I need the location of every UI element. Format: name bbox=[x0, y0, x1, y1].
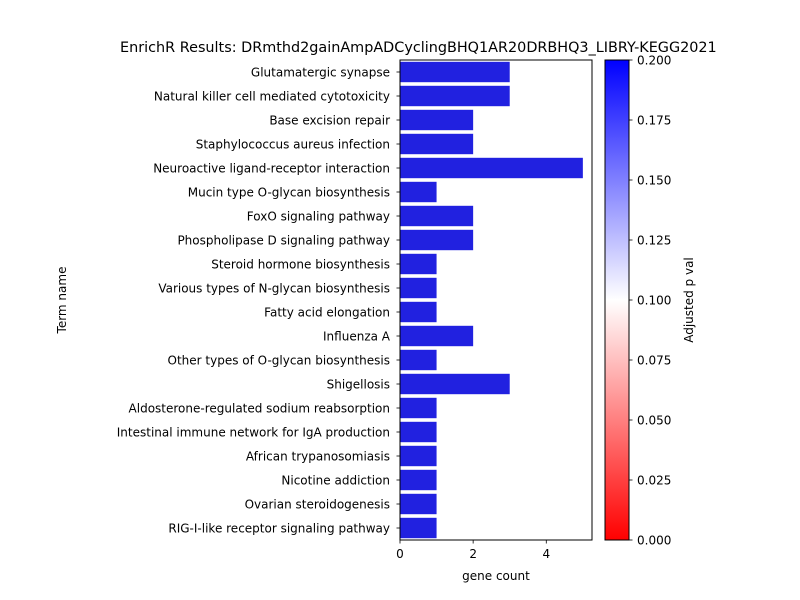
chart-title: EnrichR Results: DRmthd2gainAmpADCycling… bbox=[120, 40, 717, 56]
bar bbox=[400, 373, 510, 395]
colorbar: 0.000 0.025 0.050 0.075 0.100 0.125 0.150 0.175… bbox=[604, 54, 696, 548]
y-tick-label: Steroid hormone biosynthesis bbox=[211, 258, 390, 272]
y-tick-labels: Glutamatergic synapse Natural killer cell… bbox=[117, 66, 400, 536]
bar bbox=[400, 205, 474, 227]
x-tick-label: 2 bbox=[469, 547, 477, 561]
y-tick-label: FoxO signaling pathway bbox=[247, 210, 390, 224]
colorbar-tick-label: 0.075 bbox=[637, 354, 671, 368]
y-tick-label: Ovarian steroidogenesis bbox=[245, 498, 390, 512]
x-tick-label: 4 bbox=[542, 547, 550, 561]
y-tick-label: RIG-I-like receptor signaling pathway bbox=[168, 522, 390, 536]
colorbar-tick-label: 0.025 bbox=[637, 474, 671, 488]
colorbar-tick-label: 0.150 bbox=[637, 174, 671, 188]
y-tick-label: Other types of O-glycan biosynthesis bbox=[168, 354, 390, 368]
bar bbox=[400, 421, 437, 443]
bar bbox=[400, 181, 437, 203]
y-axis-label: Term name bbox=[55, 267, 69, 335]
y-tick-label: Neuroactive ligand-receptor interaction bbox=[153, 162, 390, 176]
y-tick-label: Base excision repair bbox=[269, 114, 390, 128]
colorbar-tick-label: 0.125 bbox=[637, 234, 671, 248]
colorbar-label: Adjusted p val bbox=[682, 257, 696, 343]
bar bbox=[400, 61, 510, 83]
bar bbox=[400, 277, 437, 299]
bar bbox=[400, 325, 474, 347]
bar bbox=[400, 157, 583, 179]
y-tick-label: Natural killer cell mediated cytotoxicit… bbox=[154, 90, 390, 104]
bar bbox=[400, 397, 437, 419]
colorbar-tick-label: 0.175 bbox=[637, 114, 671, 128]
bar bbox=[400, 109, 474, 131]
colorbar-tick-label: 0.100 bbox=[637, 294, 671, 308]
y-tick-label: Fatty acid elongation bbox=[264, 306, 390, 320]
y-tick-label: Aldosterone-regulated sodium reabsorptio… bbox=[129, 402, 390, 416]
y-tick-label: Glutamatergic synapse bbox=[251, 66, 390, 80]
bar bbox=[400, 133, 474, 155]
y-tick-label: Influenza A bbox=[323, 330, 391, 344]
bar bbox=[400, 229, 474, 251]
bar bbox=[400, 445, 437, 467]
colorbar-tick-label: 0.050 bbox=[637, 414, 671, 428]
plot-frame bbox=[399, 59, 593, 541]
y-tick-label: Intestinal immune network for IgA produc… bbox=[117, 426, 390, 440]
x-axis-label: gene count bbox=[462, 569, 530, 583]
bar bbox=[400, 85, 510, 107]
y-tick-label: African trypanosomiasis bbox=[246, 450, 390, 464]
y-tick-label: Various types of N-glycan biosynthesis bbox=[158, 282, 390, 296]
y-tick-label: Nicotine addiction bbox=[281, 474, 390, 488]
y-tick-label: Staphylococcus aureus infection bbox=[196, 138, 390, 152]
x-tick-label: 0 bbox=[396, 547, 404, 561]
bar bbox=[400, 469, 437, 491]
bar bbox=[400, 517, 437, 539]
y-tick-label: Phospholipase D signaling pathway bbox=[177, 234, 390, 248]
x-axis: 0 2 4 bbox=[396, 540, 550, 561]
colorbar-tick-label: 0.200 bbox=[637, 54, 671, 68]
y-tick-label: Mucin type O-glycan biosynthesis bbox=[188, 186, 390, 200]
bar bbox=[400, 493, 437, 515]
bar bbox=[400, 253, 437, 275]
y-tick-label: Shigellosis bbox=[327, 378, 390, 392]
colorbar-ticks: 0.000 0.025 0.050 0.075 0.100 0.125 0.150 0.175… bbox=[629, 54, 671, 548]
colorbar-gradient bbox=[604, 59, 630, 541]
bar bbox=[400, 301, 437, 323]
bar bbox=[400, 349, 437, 371]
bars-group bbox=[400, 61, 583, 539]
colorbar-tick-label: 0.000 bbox=[637, 534, 671, 548]
